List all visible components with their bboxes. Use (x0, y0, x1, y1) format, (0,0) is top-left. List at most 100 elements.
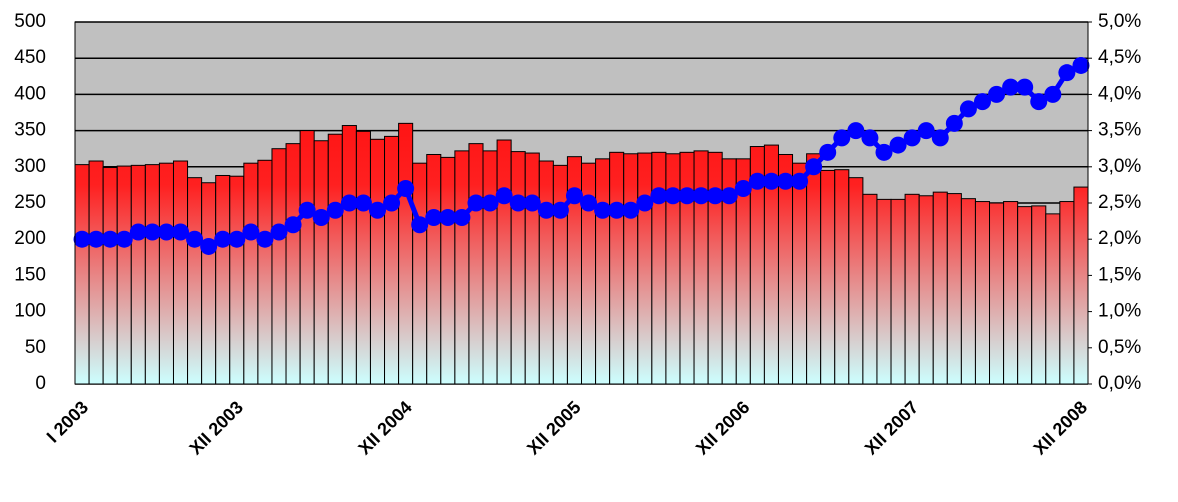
y-tick-label: 50 (25, 337, 46, 358)
bar (890, 198, 906, 385)
bar (552, 164, 568, 385)
bar (876, 198, 892, 385)
line-point (594, 201, 612, 219)
bar (693, 150, 709, 385)
bar (398, 122, 414, 385)
line-point (565, 187, 583, 205)
bar (932, 191, 948, 385)
y2-tick-label: 3,5% (1098, 120, 1141, 141)
bar (341, 125, 357, 385)
line-point (214, 230, 232, 248)
line-point (692, 187, 710, 205)
y-tick-label: 500 (14, 11, 46, 32)
bar (679, 151, 695, 385)
bar (707, 151, 723, 385)
bar (384, 135, 400, 385)
line-point (1002, 78, 1020, 96)
bar (989, 202, 1005, 385)
line-point (1058, 64, 1076, 82)
bar (848, 177, 864, 385)
line-point (551, 201, 569, 219)
bar (496, 139, 512, 385)
line-point (706, 187, 724, 205)
line-point (383, 194, 401, 212)
line-point (1044, 85, 1062, 103)
bar (1059, 201, 1075, 385)
line-point (903, 129, 921, 147)
line-point (270, 223, 288, 241)
y-tick-label: 150 (14, 264, 46, 285)
line-point (73, 230, 91, 248)
line-point (1016, 78, 1034, 96)
y2-tick-label: 2,5% (1098, 192, 1141, 213)
bar (595, 158, 611, 385)
y2-tick-label: 4,0% (1098, 83, 1141, 104)
line-point (762, 172, 780, 190)
line-point (805, 158, 823, 176)
y-tick-label: 400 (14, 83, 46, 104)
bar (806, 153, 822, 385)
line-point (129, 223, 147, 241)
line-point (580, 194, 598, 212)
bar (144, 164, 160, 385)
line-point (157, 223, 175, 241)
bar (215, 174, 231, 385)
bar (538, 160, 554, 385)
bar (468, 143, 484, 385)
bar (1073, 186, 1089, 385)
bar (313, 140, 329, 385)
x-tick-label: XII 2007 (861, 397, 923, 459)
x-tick-label: I 2003 (43, 397, 93, 447)
y-tick-label: 300 (14, 156, 46, 177)
y2-tick-label: 3,0% (1098, 156, 1141, 177)
x-tick-label: XII 2008 (1030, 397, 1092, 459)
line-point (101, 230, 119, 248)
line-point (397, 180, 415, 198)
line-point (734, 180, 752, 198)
line-point (608, 201, 626, 219)
line-point (228, 230, 246, 248)
line-point (495, 187, 513, 205)
bar (271, 148, 287, 385)
line-point (973, 93, 991, 111)
bar (355, 130, 371, 385)
line-point (467, 194, 485, 212)
line-point (931, 129, 949, 147)
x-tick-label: XII 2004 (354, 397, 416, 459)
bar (482, 150, 498, 385)
bar (440, 156, 456, 385)
line-point (959, 100, 977, 118)
line-point (200, 237, 218, 255)
line-point (833, 129, 851, 147)
line-point (1072, 56, 1090, 74)
bar (862, 193, 878, 385)
line-point (256, 230, 274, 248)
line-point (284, 216, 302, 234)
line-point (988, 85, 1006, 103)
bar (1017, 206, 1033, 385)
bar (960, 198, 976, 385)
y2-tick-label: 2,0% (1098, 228, 1141, 249)
line-point (242, 223, 260, 241)
y2-tick-label: 1,5% (1098, 264, 1141, 285)
line-point (537, 201, 555, 219)
line-point (326, 201, 344, 219)
line-point (481, 194, 499, 212)
line-point (312, 208, 330, 226)
line-point (917, 122, 935, 140)
line-point (650, 187, 668, 205)
line-point (861, 129, 879, 147)
y2-tick-label: 1,0% (1098, 301, 1141, 322)
y-tick-label: 200 (14, 228, 46, 249)
bar (834, 169, 850, 385)
bar (426, 153, 442, 385)
y2-tick-label: 0,0% (1098, 373, 1141, 394)
bar (412, 162, 428, 385)
line-point (115, 230, 133, 248)
line-point (664, 187, 682, 205)
line-point (678, 187, 696, 205)
y-tick-label: 100 (14, 301, 46, 322)
y2-tick-label: 5,0% (1098, 11, 1141, 32)
bar (130, 164, 146, 385)
